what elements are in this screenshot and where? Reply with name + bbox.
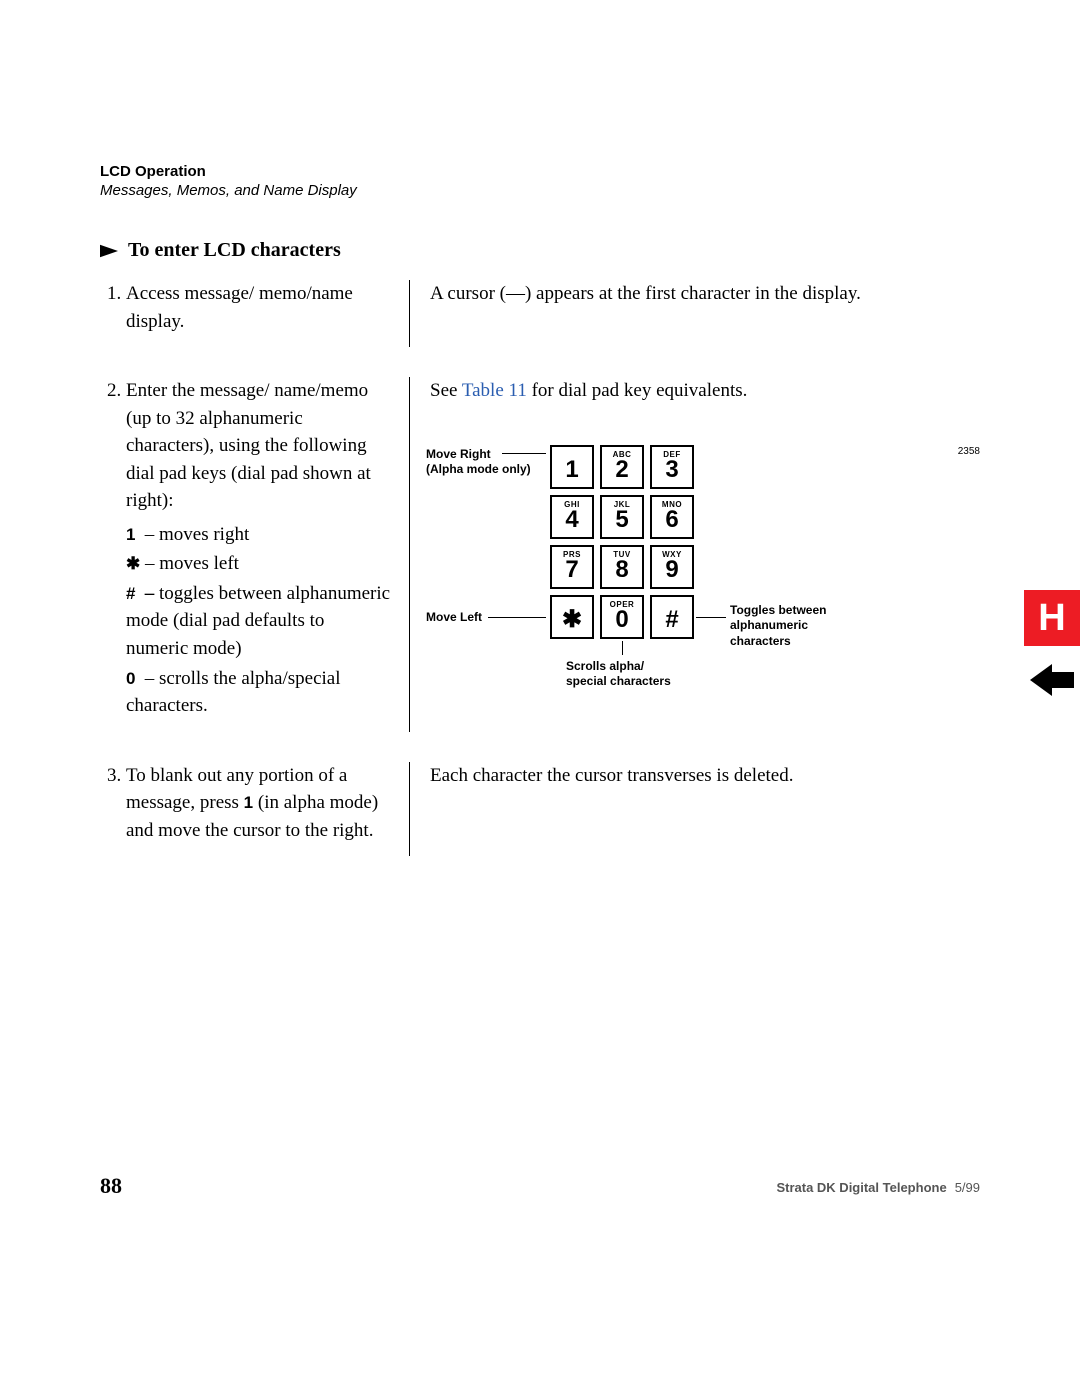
keypad-key: DEF3: [650, 445, 694, 489]
step-3-left: To blank out any portion of a message, p…: [100, 762, 410, 857]
glyph-0: 0: [126, 667, 140, 692]
footer-right: Strata DK Digital Telephone 5/99: [776, 1180, 980, 1195]
callout-scrolls: Scrolls alpha/ special characters: [566, 659, 671, 690]
line-scrolls: [622, 641, 623, 655]
keypad-key: ABC2: [600, 445, 644, 489]
step-3-right: Each character the cursor transverses is…: [430, 762, 980, 857]
legend-0: – scrolls the alpha/special characters.: [126, 668, 341, 717]
keypad-diagram: 2358 1ABC2DEF3 GHI4JKL5MNO6 PRS7TUV8WXY9 ✱O…: [430, 445, 980, 639]
side-marker-arrow-icon: [1030, 658, 1074, 702]
pointer-icon: [100, 244, 118, 258]
section-title: To enter LCD characters: [128, 239, 341, 262]
table-11-link[interactable]: Table 11: [462, 380, 527, 401]
keypad-key: WXY9: [650, 545, 694, 589]
callout-move-right: Move Right (Alpha mode only): [426, 447, 531, 478]
glyph-star: ✱: [126, 552, 140, 577]
legend-hash: toggles between alphanumeric mode (dial …: [126, 583, 390, 659]
line-move-left: [488, 617, 546, 618]
step-1-right: A cursor (—) appears at the first charac…: [430, 280, 980, 347]
footer-title: Strata DK Digital Telephone: [776, 1180, 946, 1195]
steps-grid: Access message/ memo/name display. A cur…: [100, 280, 980, 856]
step-2-right: See Table 11 for dial pad key equivalent…: [430, 377, 980, 732]
step-1-left: Access message/ memo/name display.: [100, 280, 410, 347]
line-toggles: [696, 617, 726, 618]
keypad-key: GHI4: [550, 495, 594, 539]
step-2-right-suffix: for dial pad key equivalents.: [527, 380, 748, 401]
legend-hash-prefix: –: [140, 583, 159, 604]
callout-move-left: Move Left: [426, 610, 482, 626]
side-marker-h: H: [1024, 590, 1080, 646]
legend-star: – moves left: [140, 553, 239, 574]
keypad-key: MNO6: [650, 495, 694, 539]
glyph-hash: #: [126, 582, 140, 607]
step-1-text: Access message/ memo/name display.: [126, 280, 391, 335]
header-section: LCD Operation: [100, 163, 980, 180]
keypad-key: TUV8: [600, 545, 644, 589]
running-header: LCD Operation Messages, Memos, and Name …: [100, 163, 980, 199]
footer-date: 5/99: [955, 1180, 980, 1195]
side-marker-letter: H: [1038, 597, 1065, 640]
step-1-result: A cursor (—) appears at the first charac…: [430, 280, 980, 308]
callout-toggles: Toggles between alphanumeric characters: [730, 603, 826, 650]
keypad-key: #: [650, 595, 694, 639]
diagram-ref-number: 2358: [958, 445, 980, 460]
step-2-left: Enter the message/ name/memo (up to 32 a…: [100, 377, 410, 732]
key-legend: 1 – moves right ✱ – moves left # – toggl…: [126, 521, 391, 720]
section-heading: To enter LCD characters: [100, 239, 980, 262]
glyph-1: 1: [126, 523, 140, 548]
step-2-right-prefix: See: [430, 380, 462, 401]
keypad-key: JKL5: [600, 495, 644, 539]
step-3-result: Each character the cursor transverses is…: [430, 762, 980, 790]
keypad-key: ✱: [550, 595, 594, 639]
keypad-key: PRS7: [550, 545, 594, 589]
line-move-right: [502, 453, 546, 454]
step-2-intro: Enter the message/ name/memo (up to 32 a…: [126, 380, 371, 511]
keypad-key: OPER0: [600, 595, 644, 639]
keypad-key: 1: [550, 445, 594, 489]
content-area: LCD Operation Messages, Memos, and Name …: [100, 163, 980, 856]
legend-1: – moves right: [140, 524, 249, 545]
page-number: 88: [100, 1173, 122, 1199]
header-subsection: Messages, Memos, and Name Display: [100, 182, 980, 199]
page: LCD Operation Messages, Memos, and Name …: [0, 0, 1080, 1397]
step-3-key: 1: [244, 791, 253, 816]
